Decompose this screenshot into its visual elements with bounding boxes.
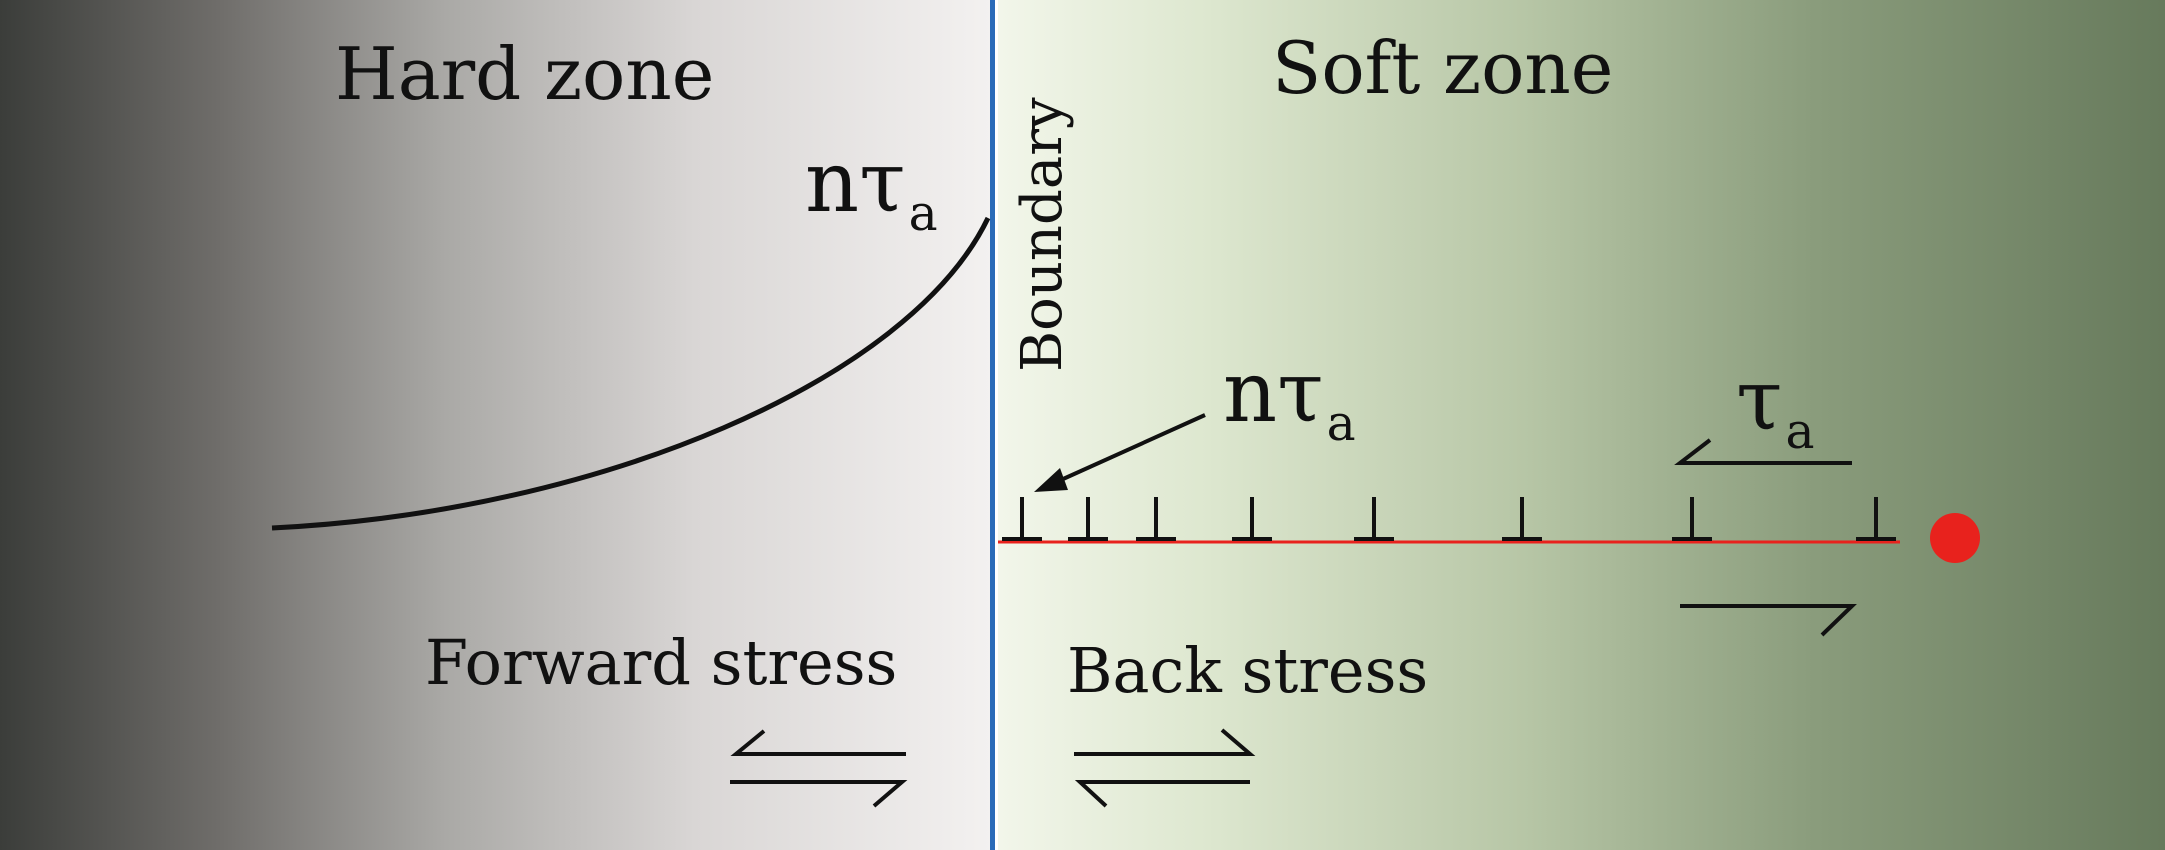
- stress-symbol-main: nτ: [1223, 343, 1324, 441]
- stress-symbol-subscript: a: [1785, 403, 1815, 460]
- hard-zone-region: [0, 0, 992, 850]
- dislocation-pileup: [1002, 497, 1896, 541]
- forward-stress-label: Forward stress: [425, 626, 898, 699]
- boundary-label: Boundary: [1010, 97, 1075, 372]
- pileup-stress-symbol: nτa: [1223, 350, 1356, 448]
- stress-symbol-subscript: a: [908, 185, 938, 242]
- hard-zone-label: Hard zone: [335, 32, 715, 116]
- dislocation-symbol: [1502, 497, 1542, 541]
- stress-symbol-subscript: a: [1326, 395, 1356, 452]
- dislocation-symbol: [1002, 497, 1042, 541]
- stress-symbol-main: τ: [1736, 351, 1783, 449]
- soft-zone-region: [998, 0, 2165, 850]
- hard-zone-stress-symbol: nτa: [805, 140, 938, 238]
- forward-stress-couple: [730, 729, 908, 808]
- shear-half-arrow-top: [1674, 438, 1712, 465]
- dislocation-symbol: [1232, 497, 1272, 541]
- boundary-line: [990, 0, 995, 850]
- obstacle-dot: [1930, 513, 1980, 563]
- dislocation-symbol: [1672, 497, 1712, 541]
- back-stress-couple: [1074, 728, 1256, 808]
- shear-half-arrow-bottom: [1680, 604, 1857, 637]
- dislocation-symbol: [1354, 497, 1394, 541]
- dislocation-symbol: [1856, 497, 1896, 541]
- stress-symbol-main: nτ: [805, 133, 906, 231]
- stress-curve: [271, 216, 991, 531]
- back-stress-label: Back stress: [1067, 634, 1429, 707]
- dislocation-symbol: [1068, 497, 1108, 541]
- pileup-arrow: [1034, 413, 1206, 492]
- soft-zone-label: Soft zone: [1272, 26, 1614, 110]
- dislocation-symbol: [1136, 497, 1176, 541]
- applied-stress-symbol: τa: [1736, 358, 1815, 456]
